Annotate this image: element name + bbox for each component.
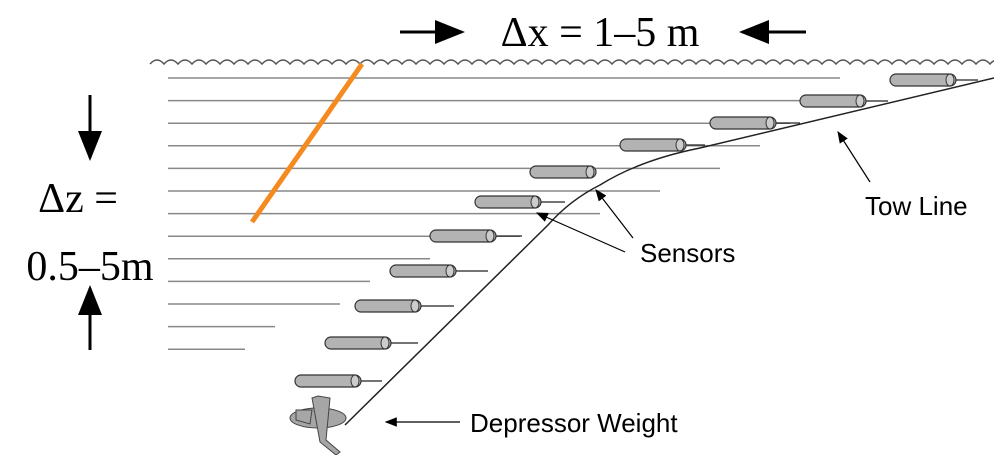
- sensor-cap: [445, 264, 455, 278]
- sensor: [354, 299, 422, 313]
- sensor: [709, 116, 777, 130]
- sensor-cap: [855, 94, 865, 108]
- sensor-cap: [380, 336, 390, 350]
- pointer: [837, 130, 871, 183]
- pointer: [535, 212, 626, 253]
- dx-label: Δx = 1–5 m: [501, 10, 700, 56]
- dz-label: Δz =: [38, 176, 118, 222]
- sensor: [324, 336, 392, 350]
- sensors: [294, 73, 978, 388]
- sensor: [619, 138, 687, 152]
- sensor-cap: [350, 374, 360, 388]
- sensor-cap: [485, 229, 495, 243]
- sensors-label: Sensors: [640, 238, 735, 268]
- sensor: [529, 165, 597, 179]
- dz-value: 0.5–5m: [26, 244, 154, 290]
- tow-line-label: Tow Line: [865, 191, 968, 221]
- depth-lines: [168, 77, 840, 350]
- sensor-cap: [410, 299, 420, 313]
- sensor-cap: [945, 73, 955, 87]
- pointer: [595, 189, 634, 239]
- sensor-cap: [675, 138, 685, 152]
- sensor-cap: [530, 195, 540, 209]
- water-surface: [149, 59, 994, 66]
- sensor: [429, 229, 497, 243]
- sensor: [294, 374, 362, 388]
- sensor-cap: [765, 116, 775, 130]
- sensor-cap: [585, 165, 595, 179]
- tow-line: [344, 77, 994, 426]
- sensor: [799, 94, 867, 108]
- sensor: [389, 264, 457, 278]
- sensor: [474, 195, 542, 209]
- sensor: [889, 73, 957, 87]
- depressor-weight: [289, 395, 347, 455]
- orange-line: [249, 62, 365, 224]
- depressor-label: Depressor Weight: [470, 408, 678, 438]
